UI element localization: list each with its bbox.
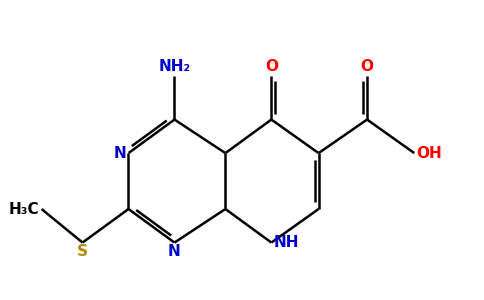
Text: NH: NH (273, 235, 299, 250)
Text: O: O (361, 59, 374, 74)
Text: S: S (77, 244, 88, 260)
Text: N: N (114, 146, 127, 160)
Text: H₃C: H₃C (9, 202, 40, 217)
Text: O: O (265, 59, 278, 74)
Text: N: N (168, 244, 181, 260)
Text: NH₂: NH₂ (158, 59, 191, 74)
Text: OH: OH (416, 146, 442, 160)
